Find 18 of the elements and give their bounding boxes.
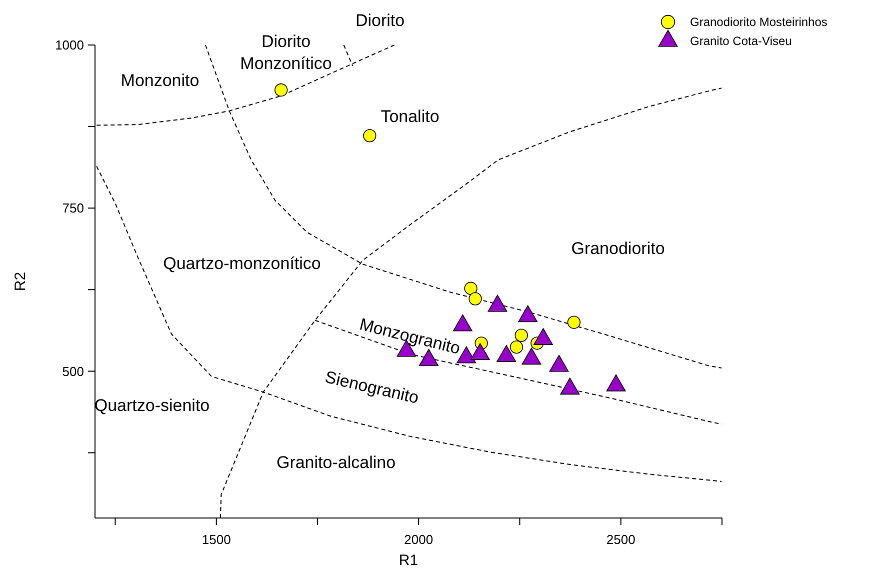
annotation: Granito-alcalino [276,452,396,472]
annotation: Diorito Monzonítico [240,32,332,73]
y-tick-label: 1000 [55,38,84,53]
annotation: Granodiorito [571,238,665,258]
y-axis-title: R2 [12,272,29,292]
x-tick-label: 2000 [404,532,434,547]
annotation: Quartzo-monzonítico [163,254,321,273]
text: Diorito [355,10,405,30]
y-tick-label: 750 [62,200,84,216]
annotation: Tonalito [380,106,440,126]
annotation: Quartzo-sienito [94,396,210,415]
legend-label: Granodiorito Mosteirinhos [690,15,828,30]
annotation: Monzonito [120,70,200,90]
x-tick-label: 1500 [202,532,231,547]
y-tick-label: 500 [62,364,84,379]
x-tick-label: 2500 [606,532,636,547]
x-axis-title: R1 [398,552,418,569]
legend-label: Granito Cota-Viseu [690,34,792,48]
